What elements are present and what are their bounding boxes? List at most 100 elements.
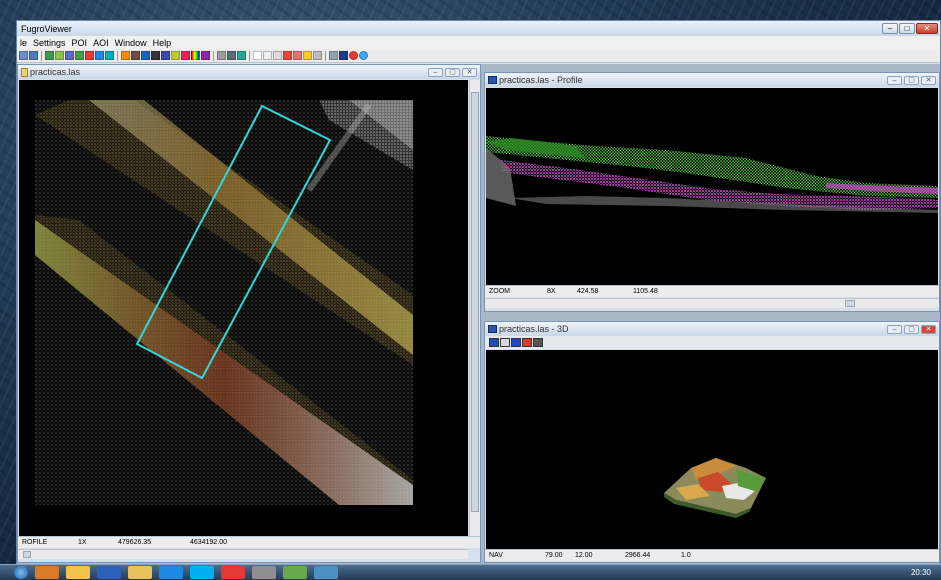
view3d-status-b: 12.00 <box>575 552 593 559</box>
open-icon[interactable] <box>19 51 28 60</box>
flight-line-icon[interactable] <box>171 51 180 60</box>
plan-hscroll-thumb[interactable] <box>23 551 31 558</box>
menu-file[interactable]: le <box>20 37 28 48</box>
draw-icon[interactable] <box>329 51 338 60</box>
view3d-status-a: 79.00 <box>545 552 563 559</box>
elevation-icon[interactable] <box>131 51 140 60</box>
zoom-icon[interactable] <box>253 51 262 60</box>
height-icon[interactable] <box>181 51 190 60</box>
plan-status-zoom: 1X <box>78 539 87 546</box>
save-icon[interactable] <box>29 51 38 60</box>
layers-icon[interactable] <box>533 338 543 347</box>
taskbar-files-icon[interactable] <box>128 566 152 579</box>
profile-status-zoom: 8X <box>547 288 556 295</box>
settings-icon[interactable] <box>359 51 368 60</box>
tiles-icon[interactable] <box>227 51 236 60</box>
taskbar-word-icon[interactable] <box>97 566 121 579</box>
taskbar-skype-icon[interactable] <box>190 566 214 579</box>
profile-title: practicas.las - Profile <box>499 75 583 85</box>
down-arrow-icon[interactable] <box>511 338 521 347</box>
taskbar-app-folder-icon[interactable] <box>35 566 59 579</box>
toolbar-separator <box>117 50 118 61</box>
zoom-box-icon[interactable] <box>263 51 272 60</box>
plan-status-y: 4634192.00 <box>190 539 227 546</box>
taskbar-app-icon[interactable] <box>252 566 276 579</box>
taskbar-maps-icon[interactable] <box>283 566 307 579</box>
rgb-icon[interactable] <box>141 51 150 60</box>
menu-settings[interactable]: Settings <box>33 37 66 48</box>
profile-minimize-button[interactable]: – <box>887 75 902 85</box>
info-icon[interactable] <box>303 51 312 60</box>
taskbar-fugroviewer-icon[interactable] <box>314 566 338 579</box>
profile-icon[interactable] <box>161 51 170 60</box>
layer-icon[interactable] <box>45 51 54 60</box>
profile-status-bar: ZOOM 8X 424.58 1105.48 <box>485 285 939 297</box>
profile-window: practicas.las - Profile – ▢ ✕ <box>484 72 940 312</box>
plan-minimize-button[interactable]: – <box>428 67 443 77</box>
menu-bar: le Settings POI AOI Window Help <box>17 36 940 49</box>
profile-close-button[interactable]: ✕ <box>921 75 936 85</box>
plan-horizontal-scrollbar[interactable] <box>18 549 468 559</box>
ruler-icon[interactable] <box>151 51 160 60</box>
plan-view-window: practicas.las – ▢ ✕ <box>17 64 481 563</box>
profile-canvas[interactable] <box>486 88 938 285</box>
plan-scroll-thumb[interactable] <box>471 92 479 512</box>
open-view-icon[interactable] <box>500 338 510 347</box>
menu-help[interactable]: Help <box>152 37 172 48</box>
menu-window[interactable]: Window <box>114 37 147 48</box>
plan-view-canvas[interactable] <box>19 80 468 536</box>
view3d-restore-button[interactable]: ▢ <box>904 324 919 334</box>
poi-icon[interactable] <box>283 51 292 60</box>
minimize-button[interactable]: – <box>882 23 898 34</box>
toolbar-separator <box>249 50 250 61</box>
menu-aoi[interactable]: AOI <box>93 37 109 48</box>
aoi-selection-rectangle <box>135 104 332 380</box>
reset-home-icon[interactable] <box>522 338 532 347</box>
return-icon[interactable] <box>201 51 210 60</box>
start-button[interactable] <box>14 566 28 579</box>
taskbar-chrome-icon[interactable] <box>221 566 245 579</box>
taskbar: 20:30 <box>0 564 941 580</box>
view3d-status-d: 1.0 <box>681 552 691 559</box>
plan-status-bar: ROFILE 1X 479626.35 4634192.00 <box>18 536 480 548</box>
home-icon[interactable] <box>489 338 499 347</box>
profile-hscroll-thumb[interactable] <box>845 300 855 307</box>
plan-status-x: 479626.35 <box>118 539 152 546</box>
menu-poi[interactable]: POI <box>71 37 88 48</box>
terrain-icon[interactable] <box>75 51 84 60</box>
select-icon[interactable] <box>237 51 246 60</box>
taskbar-explorer-icon[interactable] <box>66 566 90 579</box>
stop-icon[interactable] <box>349 51 358 60</box>
view3d-minimize-button[interactable]: – <box>887 324 902 334</box>
toolbar <box>17 49 940 63</box>
profile-horizontal-scrollbar[interactable] <box>485 298 939 308</box>
view3d-status-mode: NAV <box>489 552 503 559</box>
intensity-icon[interactable] <box>95 51 104 60</box>
taskbar-ie-icon[interactable] <box>159 566 183 579</box>
palette-icon[interactable] <box>191 51 200 60</box>
color-icon[interactable] <box>85 51 94 60</box>
maximize-button[interactable]: □ <box>899 23 915 34</box>
points-icon[interactable] <box>217 51 226 60</box>
plan-vertical-scrollbar[interactable] <box>469 80 480 536</box>
close-button[interactable]: ✕ <box>916 23 938 34</box>
layer-blue-icon[interactable] <box>65 51 74 60</box>
measure-icon[interactable] <box>313 51 322 60</box>
grid-icon[interactable] <box>105 51 114 60</box>
pan-icon[interactable] <box>273 51 282 60</box>
plan-status-mode: ROFILE <box>22 539 48 546</box>
plan-restore-button[interactable]: ▢ <box>445 67 460 77</box>
plan-close-button[interactable]: ✕ <box>462 67 477 77</box>
view3d-titlebar: practicas.las - 3D – ▢ ✕ <box>485 322 939 336</box>
view3d-canvas[interactable] <box>486 350 938 549</box>
profile-titlebar: practicas.las - Profile – ▢ ✕ <box>485 73 939 87</box>
view3d-close-button[interactable]: ✕ <box>921 324 936 334</box>
mdi-workspace: practicas.las – ▢ ✕ <box>17 64 940 564</box>
profile-restore-button[interactable]: ▢ <box>904 75 919 85</box>
aoi-icon[interactable] <box>293 51 302 60</box>
layer-green-icon[interactable] <box>55 51 64 60</box>
classify-icon[interactable] <box>121 51 130 60</box>
view3d-status-c: 2966.44 <box>625 552 651 559</box>
3d-icon[interactable] <box>339 51 348 60</box>
main-window: FugroViewer – □ ✕ le Settings POI AOI Wi… <box>16 20 941 564</box>
